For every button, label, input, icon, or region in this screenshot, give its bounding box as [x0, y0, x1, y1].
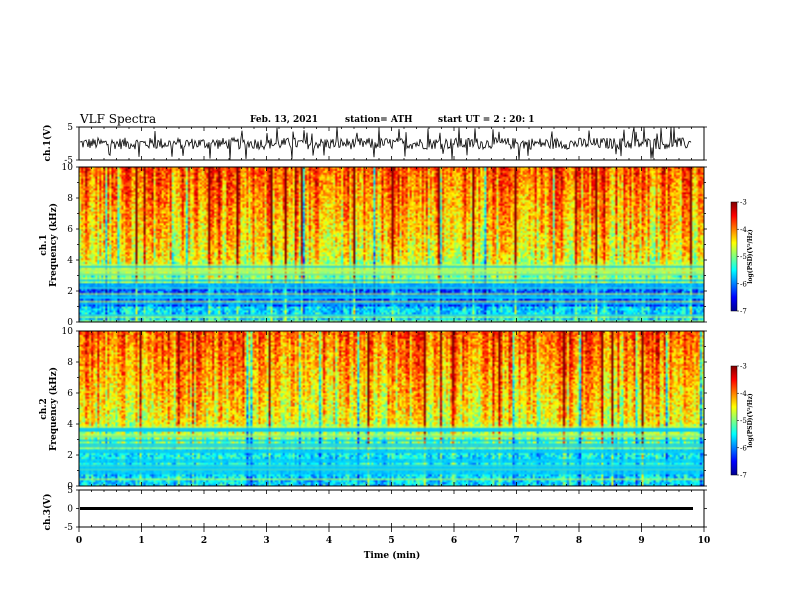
y-tick-label: 8 [67, 358, 73, 368]
spectrogram-image [79, 331, 704, 486]
x-tick-label: 8 [576, 536, 582, 546]
x-tick-label: 5 [388, 536, 394, 546]
ch1-waveform-trace [79, 126, 692, 160]
ch2-ylabel-line1: ch.2 [39, 398, 49, 419]
colorbar-label: log(PSD)(V²/Hz) [747, 393, 754, 448]
ch3-waveform-panel: 50-50 1 2 3 4 5 6 7 8 9 10 [64, 486, 710, 546]
y-tick-label: 2 [67, 451, 73, 461]
y-tick-label: 5 [67, 123, 73, 133]
colorbar-gradient [730, 365, 738, 476]
y-tick-label: 4 [67, 420, 73, 430]
y-tick-label: -5 [64, 156, 73, 166]
colorbar-tick-label: -5 [740, 417, 747, 425]
y-tick-label: 2 [67, 287, 73, 297]
x-tick-label: 0 [76, 536, 82, 546]
ch1-ylabel-line2: Frequency (kHz) [48, 203, 59, 287]
colorbar-tick-label: -6 [740, 280, 747, 288]
x-tick-label: 6 [451, 536, 457, 546]
figure-title: VLF Spectra [79, 112, 156, 126]
colorbar-tick-label: -3 [740, 363, 747, 371]
colorbar-tick-label: -4 [740, 390, 747, 398]
ch2-spectrogram-panel: 0 2 4 6 8 10 [62, 327, 707, 492]
ch1-spectrogram-panel: 0 2 4 6 8 10 [62, 163, 707, 328]
ch1-ylabel-line1: ch.1 [39, 234, 49, 255]
spectrogram-image [79, 167, 704, 322]
y-tick-label: 0 [67, 482, 73, 492]
ch2-colorbar: -3 -4 -5 -6 -7 log(PSD)(V²/Hz) [730, 363, 754, 480]
colorbar-label: log(PSD)(V²/Hz) [747, 229, 754, 284]
colorbar-tick-label: -4 [740, 226, 747, 234]
y-tick-label: 8 [67, 194, 73, 204]
ch3-voltage-ylabel: ch.3(V) [42, 494, 53, 531]
ch1-waveform-panel: 5 -5 [64, 123, 707, 166]
colorbar-tick-label: -5 [740, 253, 747, 261]
x-tick-label: 7 [513, 536, 519, 546]
date-label: Feb. 13, 2021 [250, 115, 318, 125]
x-tick-label: 2 [201, 536, 207, 546]
y-tick-label: -5 [64, 523, 73, 533]
colorbar-tick-label: -7 [740, 308, 747, 316]
y-tick-label: 0 [67, 318, 73, 328]
ch2-ylabel-line2: Frequency (kHz) [48, 367, 59, 451]
y-tick-label: 4 [67, 256, 73, 266]
start-time-label: start UT = 2 : 20: 1 [438, 115, 535, 125]
colorbar-tick-label: -6 [740, 444, 747, 452]
colorbar-tick-label: -3 [740, 199, 747, 207]
x-tick-label: 10 [698, 536, 711, 546]
x-tick-label: 3 [263, 536, 269, 546]
time-xlabel: Time (min) [364, 550, 421, 561]
y-tick-label: 0 [67, 505, 73, 515]
x-tick-label: 4 [326, 536, 332, 546]
station-label: station= ATH [345, 115, 413, 125]
ch2-frequency-ylabel: ch.2 Frequency (kHz) [39, 367, 59, 451]
ch1-colorbar: -3 -4 -5 -6 -7 log(PSD)(V²/Hz) [730, 199, 754, 316]
y-tick-label: 10 [62, 163, 74, 173]
colorbar-gradient [730, 201, 738, 312]
x-tick-label: 1 [138, 536, 144, 546]
y-tick-label: 6 [67, 389, 73, 399]
y-tick-label: 6 [67, 225, 73, 235]
ch1-frequency-ylabel: ch.1 Frequency (kHz) [39, 203, 59, 287]
y-tick-label: 5 [67, 486, 73, 496]
ch1-voltage-ylabel: ch.1(V) [42, 125, 53, 162]
ch3-waveform-trace [80, 507, 693, 510]
colorbar-tick-label: -7 [740, 472, 747, 480]
y-tick-label: 10 [62, 327, 74, 337]
x-tick-label: 9 [638, 536, 644, 546]
